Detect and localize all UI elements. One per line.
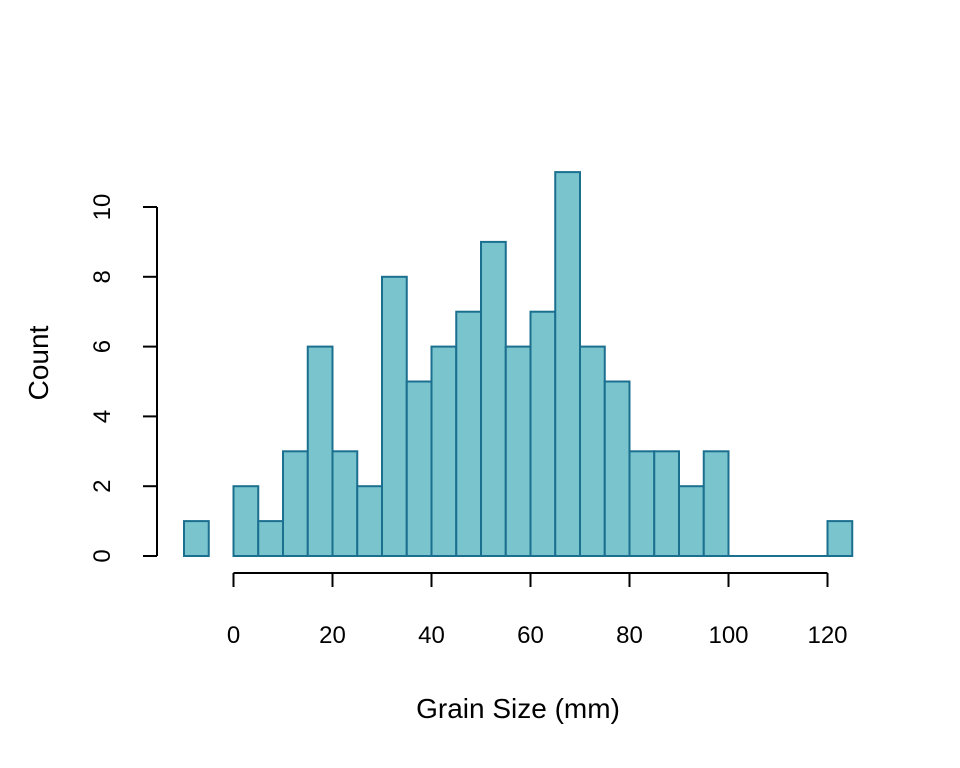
histogram-bar [356,485,383,558]
histogram-bar [455,310,482,558]
x-tick-label: 40 [418,622,445,649]
y-tick-label: 10 [89,194,116,221]
y-axis: 0 2 4 6 8 10 [89,194,158,563]
histogram-bar [653,450,680,557]
y-tick-label: 4 [89,410,116,423]
histogram-bar [504,345,532,557]
x-tick-label: 80 [616,622,643,649]
histogram-bar [628,450,656,557]
y-tick-label: 2 [89,480,116,493]
x-tick-label: 120 [807,622,847,649]
histogram-bar [826,520,854,557]
y-axis-title: Count [23,325,54,400]
histogram-bar [381,275,408,557]
histogram-bar [702,450,730,557]
x-axis-title: Grain Size (mm) [416,693,620,724]
y-tick-label: 6 [89,340,116,353]
histogram-bar [232,485,260,558]
histogram-bar [282,450,309,557]
y-tick-label: 8 [89,270,116,283]
y-tick-label: 0 [89,549,116,562]
x-tick-label: 0 [227,622,240,649]
histogram-bar [331,450,359,557]
histogram-bar [603,380,631,557]
histogram-bar [430,345,458,557]
histogram-bar [529,310,557,558]
histogram-bar [480,240,507,557]
histogram-bar [554,171,581,557]
histogram-bar [678,485,705,558]
histogram-bar [306,345,334,557]
x-tick-label: 100 [708,622,748,649]
histogram-bar [183,520,210,557]
histogram-bar [257,520,284,557]
x-tick-label: 60 [517,622,544,649]
histogram-bar [579,345,606,557]
bars-group [183,171,854,558]
histogram-bar [405,380,433,557]
x-tick-label: 20 [319,622,346,649]
x-axis: 0 20 40 60 80 100 120 [227,572,848,649]
